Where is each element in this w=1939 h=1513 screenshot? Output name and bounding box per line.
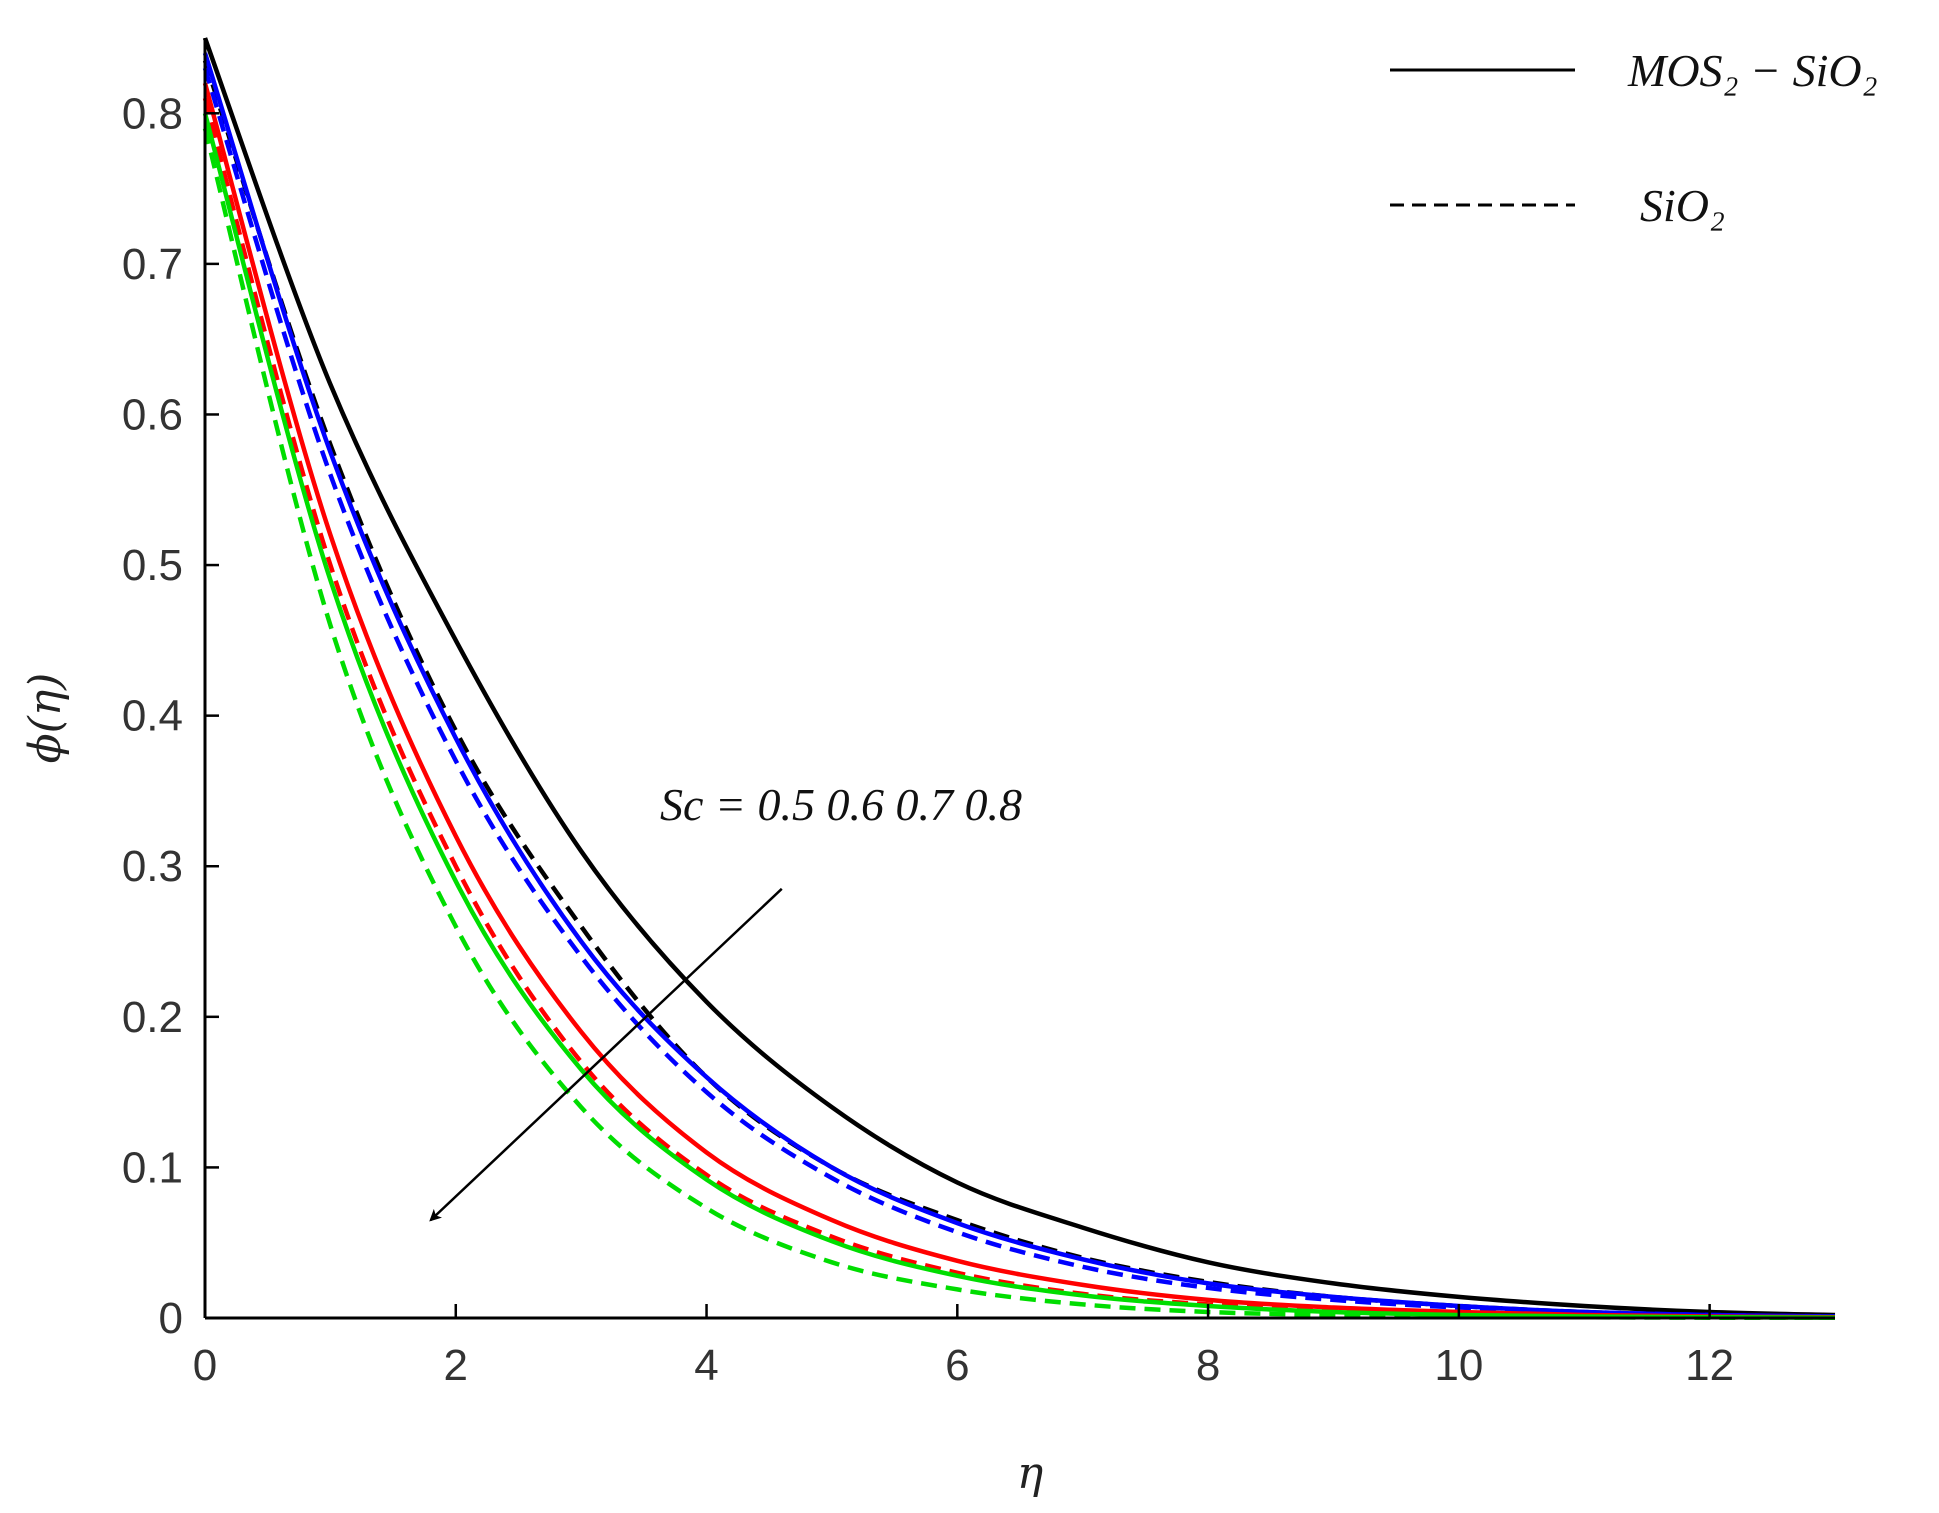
series-line-sio2-sc-05 xyxy=(202,59,1836,1319)
x-tick-label: 10 xyxy=(1434,1341,1483,1390)
annotation-label: Sc = 0.5 0.6 0.7 0.8 xyxy=(660,779,1022,830)
y-tick-label: 0.8 xyxy=(122,89,183,138)
annotation-arrow xyxy=(429,887,783,1222)
y-tick-label: 0.1 xyxy=(122,1143,183,1192)
series-line-sio2-sc-06 xyxy=(202,67,1836,1319)
legend-label: MOS₂ − SiO₂ xyxy=(1627,45,1878,96)
y-axis-label: ϕ(η) xyxy=(20,673,71,764)
x-tick-label: 2 xyxy=(444,1341,468,1390)
ticks-layer: 0 2 4 6 8 10 12 0 0.1 0.2 0.3 0.4 0.5 0.6 0.7 0.8 η ϕ(η) xyxy=(20,89,1734,1499)
y-tick-label: 0.3 xyxy=(122,842,183,891)
y-tick-label: 0.7 xyxy=(122,240,183,289)
series-line-mos2-sio2-sc-07 xyxy=(202,82,1836,1320)
series-line-mos2-sio2-sc-06 xyxy=(202,52,1836,1319)
y-tick-label: 0.4 xyxy=(122,692,183,741)
y-tick-label: 0.2 xyxy=(122,993,183,1042)
axes-layer xyxy=(203,38,1835,1320)
x-tick-label: 0 xyxy=(193,1341,217,1390)
x-axis-label: η xyxy=(1017,1448,1043,1499)
x-tick-label: 8 xyxy=(1196,1341,1220,1390)
series-line-sio2-sc-07 xyxy=(202,97,1836,1320)
y-tick-label: 0.5 xyxy=(122,541,183,590)
x-tick-label: 4 xyxy=(694,1341,718,1390)
annotation-layer: Sc = 0.5 0.6 0.7 0.8 xyxy=(429,779,1022,1222)
series-line-mos2-sio2-sc-05 xyxy=(202,37,1836,1318)
x-tick-label: 12 xyxy=(1685,1341,1734,1390)
legend-label: SiO₂ xyxy=(1640,180,1725,231)
x-tick-label: 6 xyxy=(945,1341,969,1390)
y-tick-label: 0 xyxy=(159,1294,183,1343)
legend: MOS₂ − SiO₂ SiO₂ xyxy=(1390,45,1878,231)
y-tick-label: 0.6 xyxy=(122,390,183,439)
series-layer xyxy=(202,37,1836,1321)
